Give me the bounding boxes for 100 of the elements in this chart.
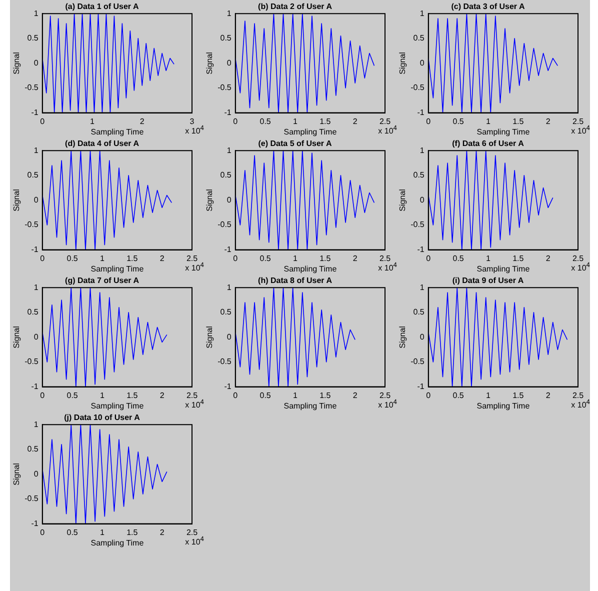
y-tick-label: -1: [31, 108, 39, 118]
x-axis-title: Sampling Time: [476, 127, 530, 136]
x-axis-title: Sampling Time: [90, 127, 144, 136]
y-tick-label: 0: [34, 58, 39, 68]
y-tick-label: -1: [31, 245, 39, 254]
y-axis-title: Signal: [205, 52, 214, 74]
x-tick-label: 1: [293, 390, 298, 400]
x-tick-label: 1.5: [320, 254, 332, 263]
y-tick-label: -1: [417, 108, 425, 118]
x-tick-label: 0: [233, 390, 238, 400]
chart-title: (b) Data 2 of User A: [258, 2, 332, 12]
x-tick-label: 1: [293, 254, 298, 263]
y-tick-label: 0: [420, 58, 425, 68]
y-tick-label: 0.5: [413, 308, 425, 317]
x-tick-label: 0.5: [260, 390, 272, 400]
x-tick-label: 0: [233, 254, 238, 263]
y-tick-label: 1: [420, 146, 425, 155]
y-axis-title: Signal: [12, 462, 22, 486]
x-tick-label: 2.5: [379, 390, 392, 400]
y-axis-title: Signal: [398, 326, 408, 348]
x-axis-title: Sampling Time: [476, 264, 530, 274]
x-tick-label: 3: [190, 116, 195, 126]
y-tick-label: -0.5: [218, 357, 232, 366]
x-tick-label: 1.5: [320, 390, 332, 400]
y-tick-label: 0: [34, 195, 39, 204]
y-tick-label: 1: [34, 146, 39, 155]
y-tick-label: 0.5: [27, 170, 39, 180]
x-tick-label: 2: [546, 116, 551, 126]
x-tick-label: 0: [233, 116, 238, 126]
x-tick-label: 2.5: [186, 528, 198, 537]
y-tick-label: -0.5: [24, 357, 39, 366]
y-tick-label: -0.5: [410, 220, 425, 230]
y-tick-label: -0.5: [24, 220, 39, 230]
x-tick-label: 0.5: [260, 254, 272, 263]
y-tick-label: 0.5: [220, 170, 232, 180]
chart-title: (e) Data 5 of User A: [258, 139, 332, 148]
x-tick-label: 1: [486, 390, 492, 400]
y-tick-label: 0: [34, 469, 39, 478]
y-tick-label: 0.5: [27, 34, 39, 43]
y-tick-label: -1: [31, 382, 39, 392]
x-tick-label: 2.5: [379, 254, 392, 263]
x-tick-label: 0.5: [452, 254, 464, 263]
x-axis-title: Sampling Time: [284, 264, 338, 274]
y-tick-label: -1: [417, 382, 425, 392]
text: x 10$^{4}$: [185, 262, 204, 273]
x-tick-label: 2: [160, 254, 165, 263]
y-tick-label: 1: [226, 146, 232, 155]
x-tick-label: 0: [40, 390, 46, 400]
text: x 10$^{4}$: [571, 125, 590, 136]
y-tick-label: 0.5: [413, 34, 425, 43]
x-tick-label: 2: [546, 254, 551, 263]
y-axis-title: Signal: [398, 52, 408, 74]
x-tick-label: 2: [352, 116, 358, 126]
y-axis-title: Signal: [12, 188, 22, 212]
x-tick-label: 0: [40, 528, 46, 537]
x-tick-label: 1.5: [320, 116, 332, 126]
y-tick-label: -1: [224, 108, 232, 118]
x-axis-title: Sampling Time: [90, 264, 144, 274]
chart-title: (f) Data 6 of User A: [452, 139, 524, 148]
x-tick-label: 0.5: [260, 116, 272, 126]
text: x 10$^{4}$: [571, 262, 590, 273]
y-tick-label: 0: [226, 332, 232, 342]
x-tick-label: 1: [100, 254, 106, 263]
x-tick-label: 0: [426, 116, 432, 126]
y-tick-label: -0.5: [218, 83, 232, 92]
x-tick-label: 0: [426, 254, 432, 263]
text: x 10$^{4}$: [378, 125, 397, 136]
x-tick-label: 0: [426, 390, 432, 400]
x-axis-title: Sampling Time: [90, 401, 144, 410]
x-tick-label: 2.5: [572, 116, 584, 126]
x-tick-label: 1.5: [126, 528, 138, 537]
x-axis-title: Sampling Time: [476, 401, 530, 410]
y-tick-label: 1: [226, 8, 232, 18]
y-axis-title: Signal: [12, 326, 22, 348]
text: x 10$^{4}$: [185, 536, 204, 547]
text: x 10$^{4}$: [378, 262, 397, 273]
text: x 10$^{4}$: [185, 399, 204, 410]
chart-title: (c) Data 3 of User A: [451, 2, 525, 12]
x-tick-label: 2.5: [379, 116, 392, 126]
x-tick-label: 1: [90, 116, 96, 126]
chart-title: (a) Data 1 of User A: [65, 2, 139, 12]
x-tick-label: 0.5: [66, 528, 78, 537]
x-tick-label: 1.5: [126, 390, 138, 400]
y-axis-title: Signal: [205, 188, 214, 212]
y-tick-label: 0: [420, 332, 425, 342]
chart-title: (h) Data 8 of User A: [258, 276, 332, 286]
y-tick-label: 1: [34, 8, 39, 18]
y-axis-title: Signal: [205, 326, 214, 348]
y-axis-title: Signal: [398, 188, 408, 212]
x-axis-title: Sampling Time: [284, 127, 338, 136]
y-tick-label: -0.5: [24, 83, 39, 92]
chart-title: (d) Data 4 of User A: [65, 139, 140, 148]
x-tick-label: 1.5: [512, 254, 524, 263]
text: x 10$^{4}$: [185, 125, 204, 136]
x-tick-label: 0: [40, 116, 46, 126]
y-tick-label: 1: [34, 420, 39, 429]
x-tick-label: 1.5: [512, 116, 524, 126]
x-tick-label: 2.5: [186, 390, 198, 400]
x-tick-label: 2.5: [186, 254, 198, 263]
x-tick-label: 2: [160, 528, 165, 537]
